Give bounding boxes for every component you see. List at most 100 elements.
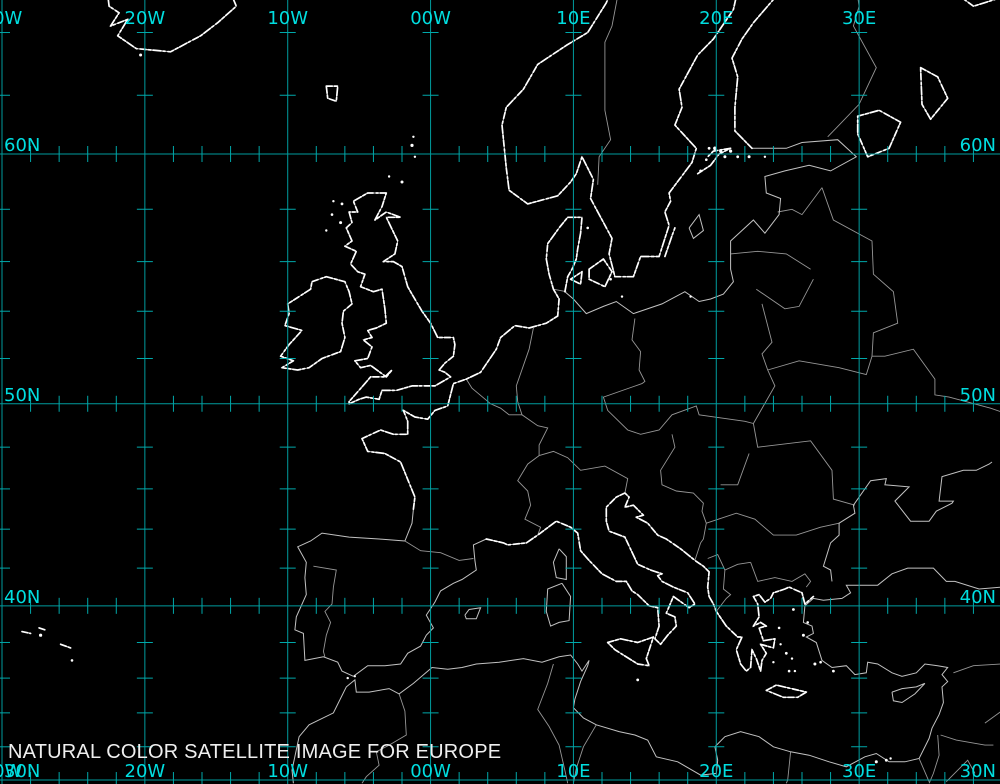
coastline-bright bbox=[38, 627, 46, 631]
coastline-bright bbox=[588, 258, 613, 288]
border-line bbox=[515, 327, 549, 456]
border-line bbox=[756, 278, 814, 310]
island-dot bbox=[325, 229, 328, 232]
border-line bbox=[706, 512, 840, 536]
border-line bbox=[785, 751, 792, 784]
coastline bbox=[688, 213, 704, 240]
border-line bbox=[538, 450, 629, 494]
island-dot bbox=[705, 158, 708, 161]
lat-label-right: 50N bbox=[960, 385, 996, 406]
coastline-bright bbox=[765, 684, 808, 699]
island-dot bbox=[586, 226, 589, 230]
island-dot bbox=[723, 155, 727, 159]
island-dot bbox=[884, 758, 888, 762]
coastline-bright bbox=[485, 492, 815, 672]
island-dot bbox=[763, 155, 767, 158]
border-line bbox=[715, 569, 732, 612]
island-dot bbox=[387, 175, 391, 178]
islands-dots bbox=[39, 53, 892, 764]
coastline-bright bbox=[59, 643, 72, 649]
coastline-bright bbox=[279, 275, 353, 371]
coastline-bright bbox=[696, 147, 732, 175]
island-dot bbox=[620, 295, 624, 298]
island-dot bbox=[346, 676, 349, 680]
island-dot bbox=[889, 757, 892, 760]
lat-label-right: 30N bbox=[960, 761, 996, 782]
coastline bbox=[545, 582, 572, 627]
coastline bbox=[891, 682, 926, 704]
island-dot bbox=[353, 675, 356, 678]
coastline-bright bbox=[325, 85, 339, 103]
island-dot bbox=[413, 155, 417, 158]
lat-label-right: 40N bbox=[960, 587, 996, 608]
coastline-bright bbox=[963, 0, 996, 8]
island-dot bbox=[339, 221, 343, 225]
island-dot bbox=[772, 661, 775, 664]
lon-label-top: 20E bbox=[699, 8, 733, 29]
coastline bbox=[857, 109, 902, 158]
border-line bbox=[777, 187, 823, 216]
island-dot bbox=[736, 155, 740, 159]
island-dot bbox=[609, 277, 612, 281]
country-borders bbox=[313, 0, 1000, 784]
island-dot bbox=[747, 155, 751, 159]
island-dot bbox=[699, 169, 702, 173]
island-dot bbox=[779, 643, 782, 646]
lat-label-left: 30N bbox=[4, 761, 40, 782]
lon-label-top: 00W bbox=[410, 8, 451, 29]
border-line bbox=[313, 565, 337, 657]
coastline bbox=[588, 258, 613, 288]
island-dot bbox=[784, 651, 788, 655]
border-line bbox=[465, 378, 522, 416]
island-dot bbox=[813, 662, 817, 666]
coastline-bright bbox=[361, 216, 583, 511]
lon-label-bottom: 10E bbox=[556, 761, 590, 782]
coastline bbox=[731, 0, 774, 149]
coastline-bright bbox=[21, 630, 32, 635]
island-dot bbox=[819, 660, 822, 664]
lat-label-left: 60N bbox=[4, 135, 40, 156]
island-dot bbox=[707, 146, 711, 150]
product-title: NATURAL COLOR SATELLITE IMAGE FOR EUROPE bbox=[8, 741, 502, 763]
lon-label-bottom: 20E bbox=[699, 761, 733, 782]
coastline bbox=[404, 509, 414, 542]
island-dot bbox=[719, 149, 723, 153]
border-line bbox=[750, 562, 812, 588]
lon-label-bottom: 00W bbox=[410, 761, 451, 782]
border-line bbox=[660, 434, 707, 561]
border-line bbox=[752, 423, 856, 506]
border-line bbox=[707, 554, 751, 571]
border-line bbox=[602, 383, 754, 435]
border-line bbox=[730, 250, 811, 270]
border-line bbox=[631, 318, 646, 384]
lon-label-bottom: 30W bbox=[0, 761, 23, 782]
lon-label-top: 20W bbox=[125, 8, 166, 29]
island-dot bbox=[39, 633, 43, 637]
lat-label-right: 60N bbox=[960, 135, 996, 156]
border-line bbox=[572, 724, 597, 784]
lon-label-top: 10W bbox=[267, 8, 308, 29]
coastline-bright bbox=[606, 636, 655, 667]
border-line bbox=[517, 455, 542, 536]
coastline-bright bbox=[856, 109, 902, 158]
border-line bbox=[953, 663, 1000, 674]
lon-label-top: 30W bbox=[0, 8, 23, 29]
coastlines-gray bbox=[21, 0, 1000, 784]
border-line bbox=[821, 187, 899, 357]
coastline bbox=[291, 567, 1000, 784]
coastline bbox=[564, 139, 858, 315]
coastline-bright bbox=[501, 0, 737, 278]
island-dot bbox=[793, 669, 797, 673]
coastline-bright bbox=[344, 192, 456, 405]
coastline-bright bbox=[664, 227, 676, 258]
coastline-bright bbox=[107, 0, 238, 53]
border-line bbox=[753, 303, 776, 424]
caption-block: NATURAL COLOR SATELLITE IMAGE FOR EUROPE… bbox=[8, 697, 501, 784]
border-line bbox=[928, 734, 940, 784]
coastline-bright bbox=[731, 0, 775, 150]
coastline bbox=[552, 548, 567, 581]
graticule-labels: 30W 30W 20W 20W 10W 10W 00W 00W 10E 10E 20E 20E 30E 3… bbox=[0, 8, 996, 782]
lon-label-bottom: 10W bbox=[267, 761, 308, 782]
